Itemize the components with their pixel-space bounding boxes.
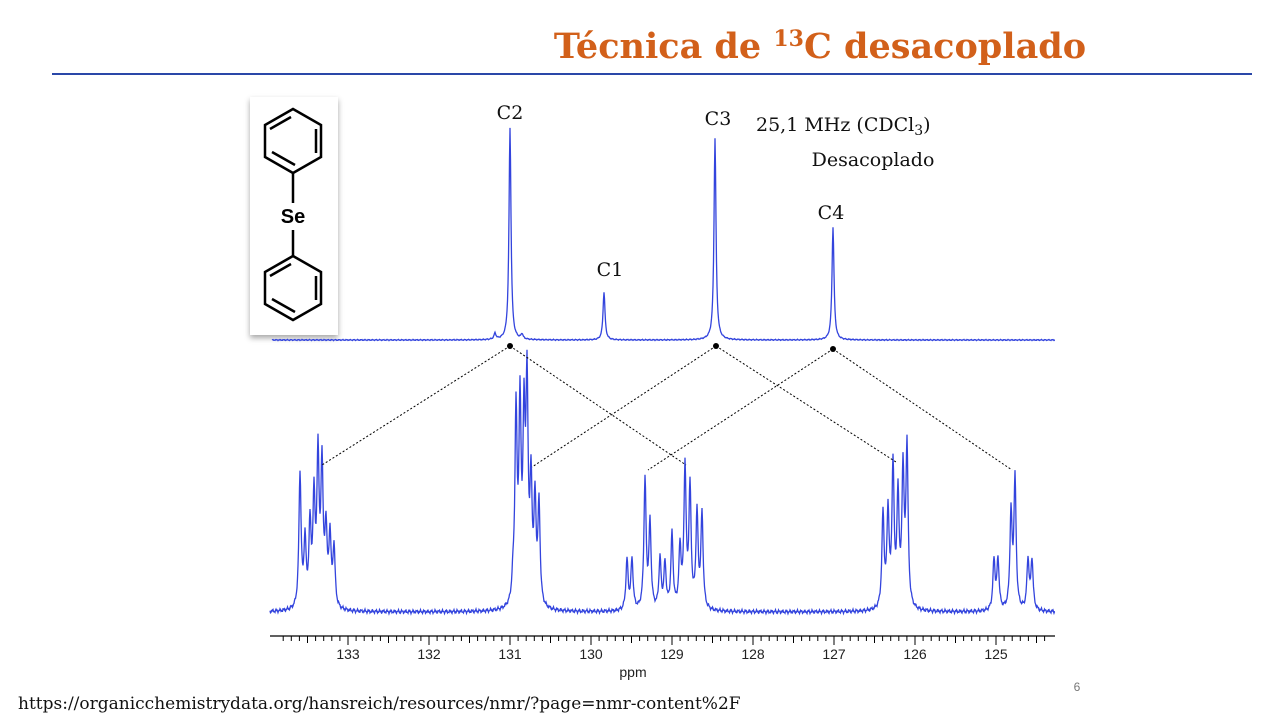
c3-link: [531, 345, 897, 468]
frequency-subscript: 3: [914, 123, 923, 139]
axis-label: ppm: [619, 664, 646, 680]
molecule: Se: [250, 97, 338, 335]
title-superscript: 13: [773, 26, 804, 52]
frequency: 25,1 MHz (CDCl3): [756, 114, 931, 139]
source-url: https://organicchemistrydata.org/hansrei…: [18, 694, 741, 714]
frequency-prefix: 25,1 MHz (CDCl: [756, 114, 914, 136]
ring-bottom: [263, 254, 323, 322]
tick-label: 127: [822, 646, 846, 662]
ring-top-double: [269, 115, 318, 167]
mode: Desacoplado: [812, 149, 935, 171]
marker-dot: [830, 346, 836, 352]
tick-label: 126: [903, 646, 927, 662]
page-number: 6: [1074, 680, 1081, 694]
peak-label: C4: [818, 202, 845, 224]
axis-ticks: 133 132 131 130 129 128 127 126 125: [282, 636, 1046, 662]
tick-label: 128: [741, 646, 765, 662]
title-suffix: C desacoplado: [804, 26, 1086, 67]
coupled-spectrum: [269, 349, 1056, 616]
atom-label: Se: [281, 206, 305, 228]
slide-title: Técnica de 13C desacoplado: [554, 26, 1086, 67]
decoupled-spectrum: [271, 127, 1055, 342]
marker-dot: [507, 343, 513, 349]
peak-label: C3: [705, 108, 732, 130]
c4-link: [647, 348, 1013, 471]
peak-label: C2: [497, 102, 524, 124]
c2-link: [321, 345, 687, 466]
ring-bottom-double: [269, 262, 318, 314]
peak-label: C1: [597, 259, 624, 281]
marker-dot: [713, 343, 719, 349]
tick-label: 129: [660, 646, 684, 662]
title-prefix: Técnica de: [554, 26, 773, 67]
correlation-lines: [321, 345, 1013, 471]
tick-label: 125: [984, 646, 1008, 662]
tick-label: 132: [417, 646, 441, 662]
tick-label: 133: [336, 646, 360, 662]
tick-label: 130: [579, 646, 603, 662]
tick-label: 131: [498, 646, 522, 662]
frequency-suffix: ): [923, 114, 930, 136]
